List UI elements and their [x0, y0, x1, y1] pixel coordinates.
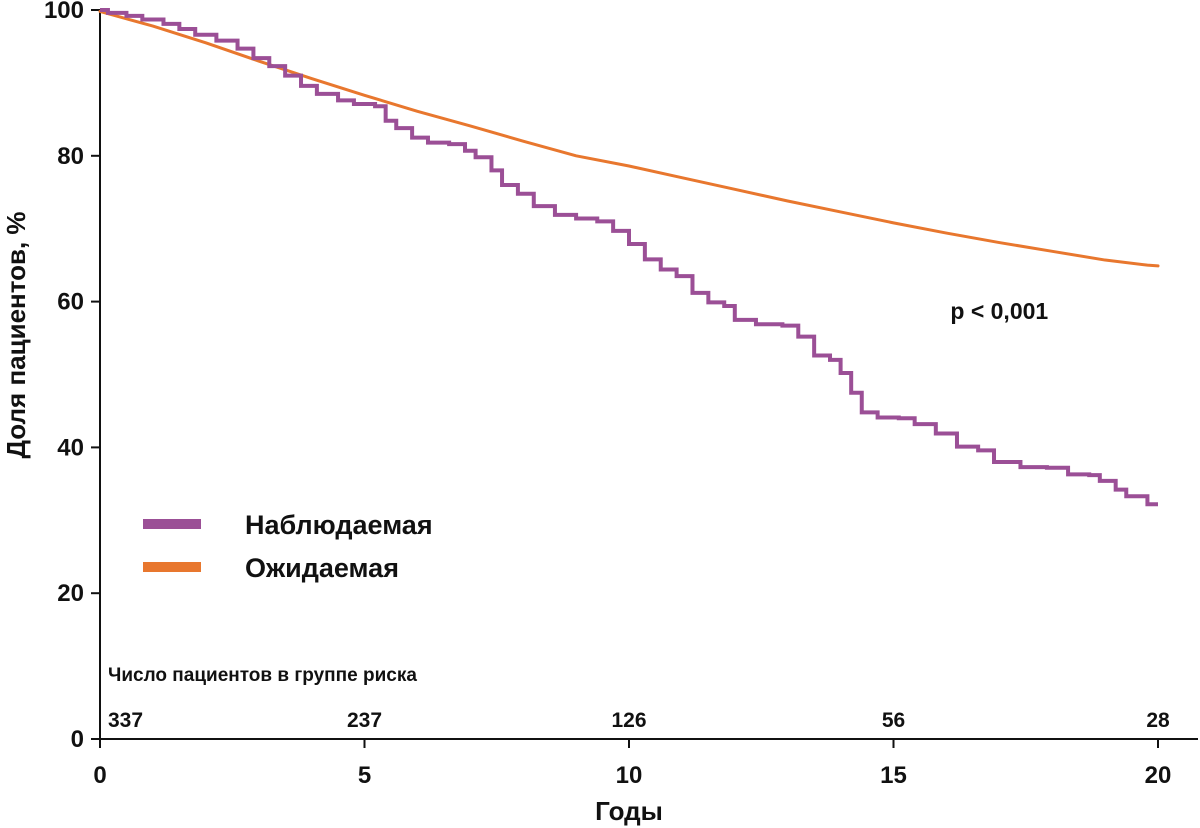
p-value-annotation: p < 0,001 — [950, 298, 1048, 324]
risk-table-value: 126 — [611, 709, 646, 732]
risk-table-title: Число пациентов в группе риска — [108, 665, 417, 686]
risk-table-value: 28 — [1146, 709, 1170, 732]
risk-table-value: 56 — [882, 709, 905, 732]
chart-text: Годы Доля пациентов, % p < 0,001 Число паци… — [1, 211, 1170, 826]
legend-item-expected-swatch — [143, 562, 201, 572]
x-tick-label: 10 — [616, 762, 643, 789]
x-tick-label: 15 — [880, 762, 907, 789]
risk-table-value: 337 — [108, 709, 143, 732]
x-tick-label: 20 — [1145, 762, 1172, 789]
data-series — [98, 8, 1160, 507]
x-tick-label: 5 — [358, 762, 371, 789]
y-tick-label: 60 — [57, 289, 84, 316]
x-tick-label: 0 — [93, 762, 106, 789]
legend-item-observed-swatch — [143, 519, 201, 529]
legend-item-expected-label: Ожидаемая — [245, 553, 399, 583]
legend-item-observed-label: Наблюдаемая — [245, 510, 433, 540]
axes: 0 20 40 60 80 100 0 5 10 15 20 — [44, 0, 1198, 789]
series-line-observed — [100, 8, 1158, 507]
risk-table-value: 237 — [347, 709, 382, 732]
y-axis-title: Доля пациентов, % — [1, 211, 31, 458]
y-tick-label: 0 — [71, 726, 84, 753]
y-tick-label: 80 — [57, 143, 84, 170]
legend: Наблюдаемая Ожидаемая — [143, 510, 433, 583]
x-axis-title: Годы — [595, 796, 663, 826]
y-tick-label: 20 — [57, 580, 84, 607]
series-line-expected — [98, 9, 1160, 268]
y-tick-label: 100 — [44, 0, 84, 24]
y-tick-label: 40 — [57, 434, 84, 461]
